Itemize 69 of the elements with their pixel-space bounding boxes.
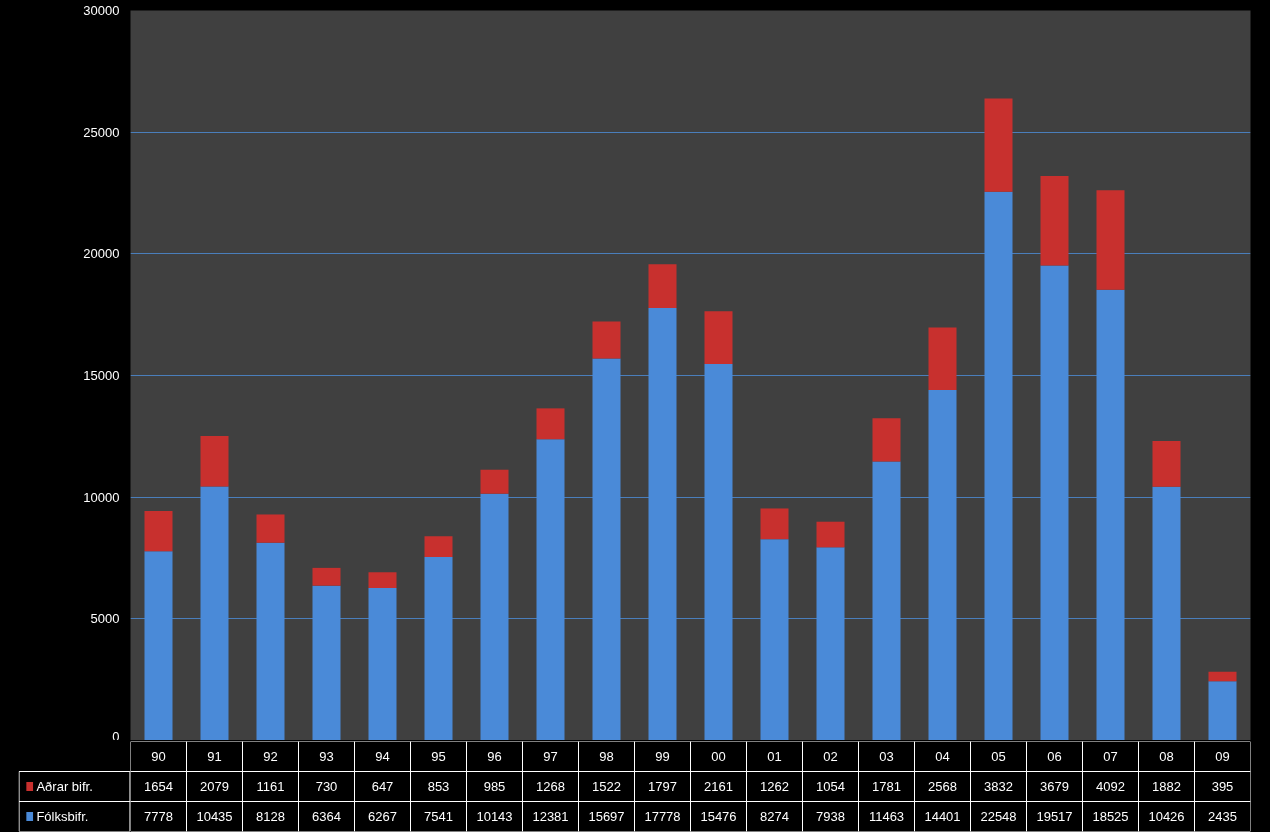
x-tick-label: 92 xyxy=(263,749,278,764)
data-label: 17778 xyxy=(644,809,681,824)
data-label: 15476 xyxy=(700,809,737,824)
data-label: 1522 xyxy=(592,779,621,794)
y-tick-label: 5000 xyxy=(90,611,120,627)
data-label: 1797 xyxy=(648,779,677,794)
x-tick-label: 08 xyxy=(1159,749,1174,764)
data-label: 1268 xyxy=(536,779,565,794)
data-label: 647 xyxy=(371,779,394,794)
data-label: 4092 xyxy=(1096,779,1125,794)
data-label: 985 xyxy=(483,779,506,794)
data-label: 15697 xyxy=(588,809,625,824)
x-tick-label: 09 xyxy=(1215,749,1230,764)
x-tick-label: 96 xyxy=(487,749,502,764)
data-label: 853 xyxy=(427,779,450,794)
data-label: 1882 xyxy=(1152,779,1181,794)
y-tick-label: 10000 xyxy=(83,489,120,505)
data-label: 7541 xyxy=(424,809,453,824)
y-tick-label: 30000 xyxy=(83,3,120,18)
data-label: 12381 xyxy=(532,809,569,824)
y-tick-label: 15000 xyxy=(83,368,120,383)
data-label: 10435 xyxy=(196,809,233,824)
data-label: 19517 xyxy=(1036,809,1073,824)
data-label: 1262 xyxy=(760,779,789,794)
data-label: 14401 xyxy=(924,809,961,824)
y-tick-label: 25000 xyxy=(83,124,120,140)
data-label: 8274 xyxy=(760,809,789,824)
x-tick-label: 98 xyxy=(599,749,614,764)
data-label: 6267 xyxy=(368,809,397,824)
data-label: 730 xyxy=(315,779,338,794)
data-label: 1054 xyxy=(816,779,845,794)
x-tick-label: 06 xyxy=(1047,749,1062,764)
data-label: 1161 xyxy=(256,779,285,794)
x-tick-label: 00 xyxy=(711,749,726,764)
y-tick-label: 0 xyxy=(112,728,120,744)
data-label: 2079 xyxy=(200,779,229,794)
data-label: 3832 xyxy=(984,779,1013,794)
data-label: 7938 xyxy=(816,809,845,824)
x-tick-label: 02 xyxy=(823,749,838,764)
data-label: 1781 xyxy=(872,779,901,794)
data-label: 6364 xyxy=(312,809,341,824)
x-tick-label: 95 xyxy=(431,749,446,764)
data-label: 22548 xyxy=(980,809,1017,824)
data-label: 10426 xyxy=(1148,809,1185,824)
data-label: 10143 xyxy=(476,809,513,824)
data-label: 395 xyxy=(1211,779,1234,794)
x-tick-label: 03 xyxy=(879,749,894,764)
x-tick-label: 05 xyxy=(991,749,1006,764)
data-label: 18525 xyxy=(1092,809,1129,824)
x-tick-label: 99 xyxy=(655,749,670,764)
data-label: 2161 xyxy=(704,779,733,794)
x-tick-label: 94 xyxy=(375,749,390,764)
x-tick-label: 90 xyxy=(151,749,166,764)
x-tick-label: 07 xyxy=(1103,749,1118,764)
x-tick-label: 91 xyxy=(207,749,222,764)
y-tick-label: 20000 xyxy=(83,246,120,262)
legend-label: Fólksbifr. xyxy=(36,809,89,824)
data-label: 8128 xyxy=(256,809,285,824)
data-label: 1654 xyxy=(144,779,173,794)
data-label: 3679 xyxy=(1040,779,1069,794)
x-tick-label: 93 xyxy=(319,749,334,764)
data-label: 2568 xyxy=(928,779,957,794)
x-tick-label: 04 xyxy=(935,749,950,764)
data-label: 11463 xyxy=(868,809,905,824)
x-tick-label: 97 xyxy=(543,749,558,764)
x-tick-label: 01 xyxy=(767,749,782,764)
data-label: 2435 xyxy=(1208,809,1237,824)
data-label: 7778 xyxy=(144,809,173,824)
legend-label: Aðrar bifr. xyxy=(36,779,93,794)
